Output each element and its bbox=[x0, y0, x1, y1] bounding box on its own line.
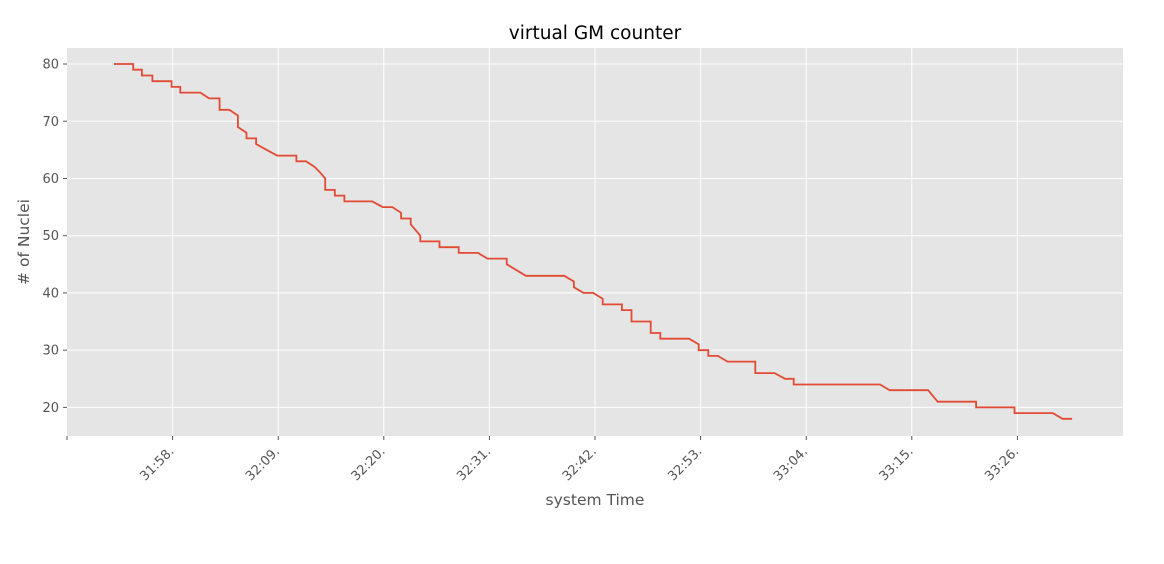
x-tick-label: 32:42. bbox=[560, 444, 600, 484]
y-tick-label: 20 bbox=[42, 401, 59, 416]
y-tick-label: 30 bbox=[42, 344, 59, 359]
y-tick-label: 80 bbox=[42, 58, 59, 73]
x-tick-label: 32:20. bbox=[349, 444, 389, 484]
x-tick-label: 33:04. bbox=[771, 444, 811, 484]
y-tick-label: 50 bbox=[42, 229, 59, 244]
x-tick-label: 33:26. bbox=[982, 444, 1022, 484]
x-tick-label: 31:58. bbox=[137, 444, 177, 484]
chart-title: virtual GM counter bbox=[509, 23, 682, 44]
x-tick-label: 32:53. bbox=[665, 444, 705, 484]
x-tick-label: 33:15. bbox=[877, 444, 917, 484]
y-tick-label: 40 bbox=[42, 286, 59, 301]
y-tick-label: 60 bbox=[42, 172, 59, 187]
x-tick-label: 32:31. bbox=[454, 444, 494, 484]
series-line bbox=[114, 63, 1073, 420]
x-axis-label: system Time bbox=[546, 491, 645, 509]
y-tick-label: 70 bbox=[42, 115, 59, 130]
x-tick-label: 32:09. bbox=[243, 444, 283, 484]
gridlines bbox=[67, 48, 1123, 436]
y-axis-label: # of Nuclei bbox=[15, 199, 33, 285]
